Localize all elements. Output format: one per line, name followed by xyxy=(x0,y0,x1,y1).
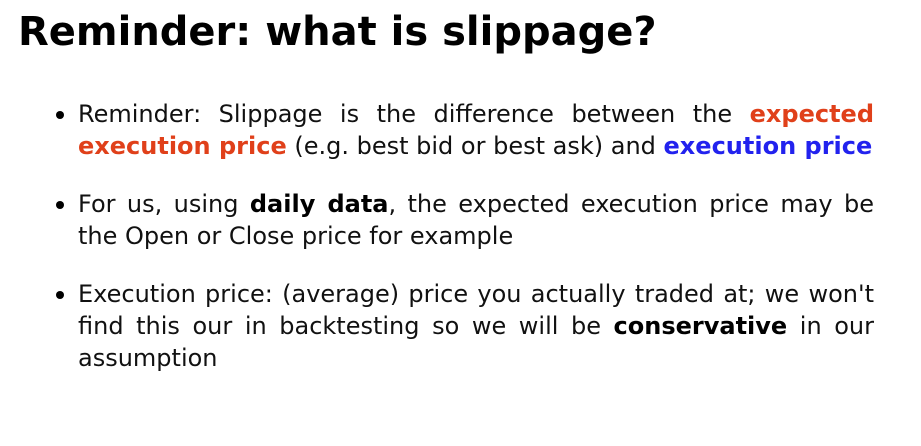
bullet-item-execution-price: Execution price: (average) price you act… xyxy=(56,278,874,374)
slide-title: Reminder: what is slippage? xyxy=(18,9,657,55)
bullet-dot-icon xyxy=(56,201,64,209)
daily-data-term: daily data xyxy=(249,190,389,218)
bullet-item-daily-data: For us, using daily data, the expected e… xyxy=(56,188,874,252)
bullet-text: , the expected execution price may be th… xyxy=(78,190,874,250)
conservative-term: conservative xyxy=(613,312,788,340)
expected-execution-price-term: expected execution price xyxy=(78,100,874,160)
bullet-text: For us, using xyxy=(78,190,250,218)
bullet-text: Execution price: (average) price you act… xyxy=(78,280,874,340)
bullet-text: (e.g. best bid or best ask) and xyxy=(286,132,664,160)
bullet-dot-icon xyxy=(56,111,64,119)
bullet-list: Reminder: Slippage is the difference bet… xyxy=(56,98,874,374)
bullet-text: in our assumption xyxy=(78,312,874,372)
bullet-dot-icon xyxy=(56,291,64,299)
bullet-item-slippage-definition: Reminder: Slippage is the difference bet… xyxy=(56,98,874,162)
bullet-text: Reminder: Slippage is the difference bet… xyxy=(78,100,750,128)
execution-price-term: execution price xyxy=(663,132,873,160)
